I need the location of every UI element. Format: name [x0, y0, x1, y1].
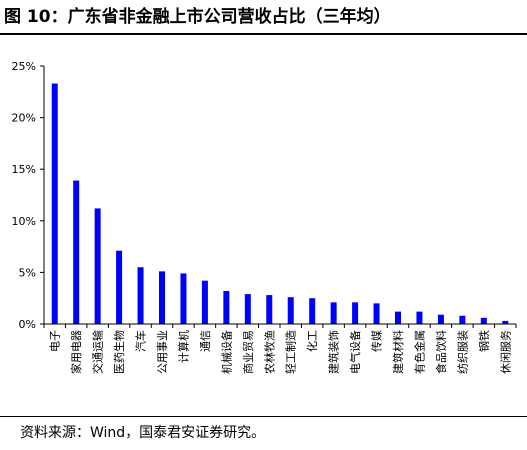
bar — [266, 295, 273, 324]
bar — [459, 315, 466, 324]
x-category-label: 通信 — [199, 330, 212, 352]
bottom-rule — [0, 416, 527, 417]
bar — [352, 302, 359, 324]
bars — [51, 83, 509, 324]
bar — [116, 250, 123, 324]
bar — [180, 273, 187, 324]
x-category-label: 传媒 — [371, 330, 384, 352]
bar — [437, 314, 444, 324]
bar — [73, 180, 80, 324]
x-category-label: 计算机 — [176, 330, 190, 363]
y-tick-label: 15% — [12, 163, 36, 176]
x-category-label: 有色金属 — [412, 330, 426, 374]
x-category-label: 商业贸易 — [241, 330, 255, 374]
x-category-label: 家用电器 — [69, 330, 83, 374]
bar — [309, 298, 316, 324]
x-category-label: 纺织服装 — [455, 330, 469, 374]
y-tick-label: 20% — [12, 112, 36, 125]
bar — [373, 303, 380, 324]
y-axis: 0% 5% 10% 15% 20% 25% — [12, 60, 45, 331]
y-tick-label: 25% — [12, 60, 36, 73]
bar-chart: 0% 5% 10% 15% 20% 25% 电子 家用电器 交通运输 医药生物 汽车 公用事业 计算机… — [12, 60, 517, 374]
x-category-label: 公用事业 — [156, 330, 169, 374]
x-category-label: 电子 — [49, 330, 62, 352]
bar — [137, 267, 144, 324]
x-category-label: 食品饮料 — [434, 330, 448, 374]
bar — [159, 271, 165, 324]
x-category-label: 轻工制造 — [284, 330, 298, 374]
x-category-label: 化工 — [305, 330, 319, 352]
y-tick-label: 0% — [19, 318, 36, 331]
bar — [287, 297, 294, 324]
x-category-label: 农林牧渔 — [262, 330, 276, 374]
bar — [51, 83, 58, 324]
x-category-label: 建筑材料 — [391, 330, 405, 374]
bar — [223, 290, 230, 324]
bar — [244, 294, 251, 324]
source-note: 资料来源：Wind，国泰君安证券研究。 — [20, 425, 266, 441]
top-rule — [0, 33, 527, 35]
bar — [416, 311, 423, 324]
y-tick-label: 5% — [19, 266, 36, 279]
bar — [94, 208, 101, 324]
bar — [502, 320, 509, 324]
x-category-label: 汽车 — [134, 330, 148, 352]
x-category-label: 休闲服务 — [498, 330, 512, 374]
x-category-label: 交通运输 — [91, 330, 105, 374]
y-tick-label: 10% — [12, 215, 36, 228]
x-axis: 电子 家用电器 交通运输 医药生物 汽车 公用事业 计算机 通信 机械设备 商业贸易 农林牧渔 轻工制… — [43, 323, 517, 374]
x-category-label: 医药生物 — [112, 330, 126, 374]
bar — [201, 280, 208, 324]
figure-title: 图 10：广东省非金融上市公司营收占比（三年均） — [4, 7, 391, 27]
x-category-label: 机械设备 — [219, 330, 233, 374]
x-category-label: 建筑装饰 — [327, 330, 341, 374]
x-category-label: 钢铁 — [478, 330, 491, 352]
x-category-label: 电气设备 — [348, 330, 362, 374]
bar — [330, 302, 337, 324]
bar — [480, 317, 487, 324]
bar — [395, 311, 401, 324]
